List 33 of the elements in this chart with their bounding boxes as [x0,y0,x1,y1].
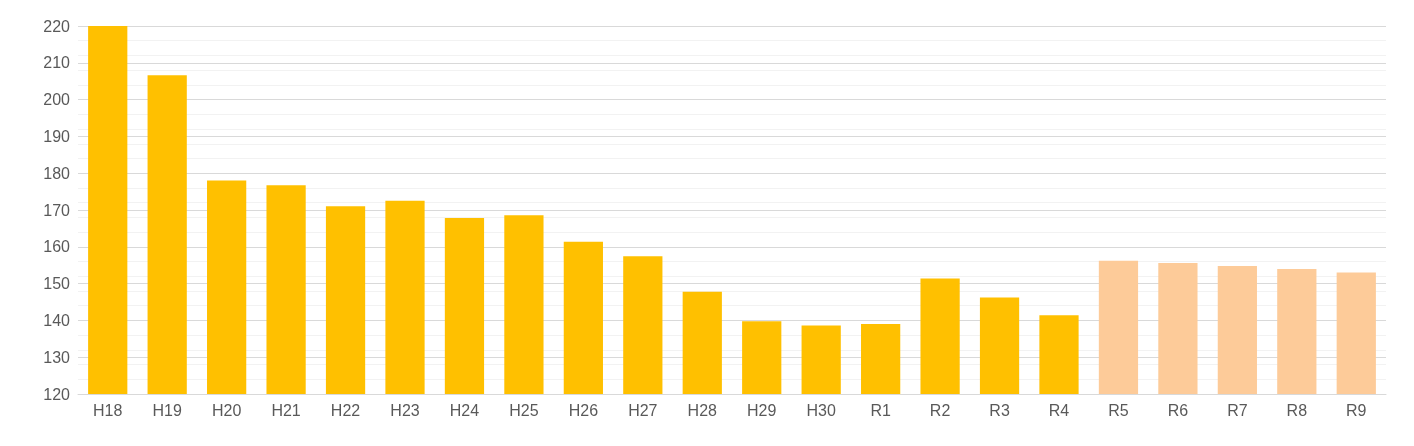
x-tick-label: R8 [1286,401,1308,419]
x-tick-label: H18 [93,401,123,419]
y-tick-label: 210 [43,54,71,72]
x-tick-label: R1 [870,401,891,419]
x-tick-label: H20 [211,401,242,419]
x-tick-label: H27 [628,401,658,419]
y-tick-label: 200 [43,91,71,109]
x-tick-label: H21 [271,401,301,419]
x-tick-label: H26 [568,401,599,419]
x-tick-label: H23 [390,401,420,419]
x-tick-label: H25 [509,401,539,419]
y-tick-label: 150 [43,275,71,293]
y-tick-label: 190 [43,127,71,145]
x-tick-label: R3 [989,401,1010,419]
x-tick-label: R7 [1227,401,1248,419]
y-tick-label: 160 [43,238,71,256]
y-tick-label: 220 [43,17,71,35]
y-tick-label: 180 [43,164,71,182]
x-tick-label: R4 [1048,401,1070,419]
x-tick-label: H28 [687,401,718,419]
x-tick-label: H30 [806,401,836,419]
y-tick-label: 140 [43,311,71,329]
y-tick-label: 130 [43,348,71,366]
x-tick-label: H22 [330,401,361,419]
x-tick-label: R9 [1346,401,1367,419]
y-tick-label: 120 [43,385,71,403]
x-tick-label: H29 [747,401,777,419]
x-tick-label: R5 [1108,401,1129,419]
x-tick-label: R2 [929,401,951,419]
x-tick-label: H24 [449,401,480,419]
y-tick-label: 170 [43,201,71,219]
x-tick-label: R6 [1167,401,1189,419]
x-tick-label: H19 [152,401,182,419]
